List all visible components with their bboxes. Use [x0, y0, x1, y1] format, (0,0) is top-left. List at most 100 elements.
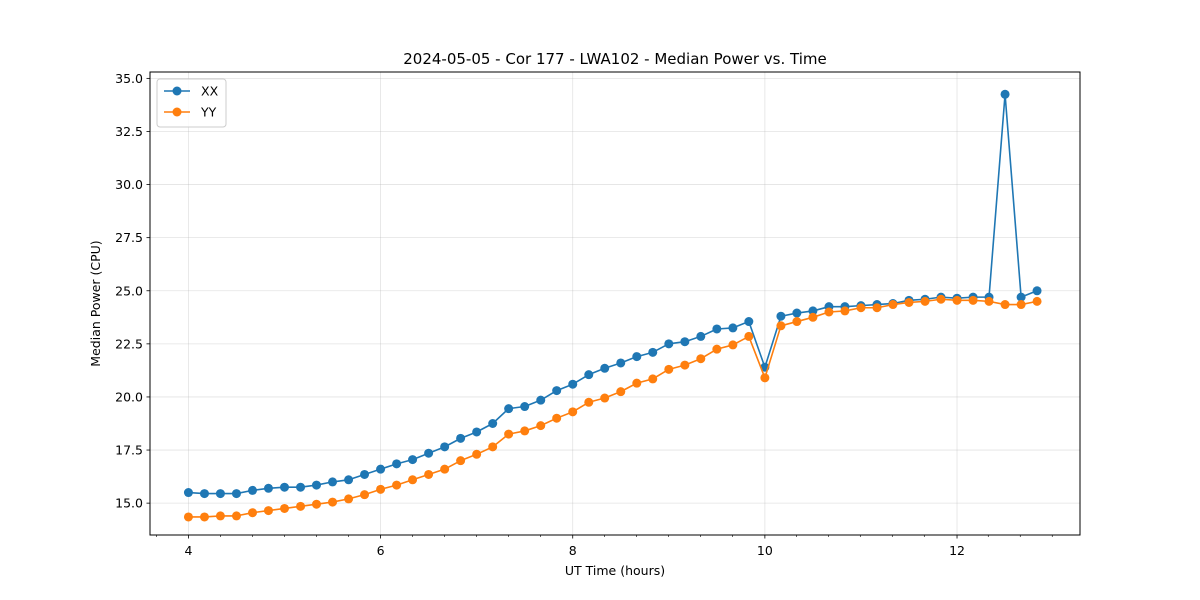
data-point-xx [215, 489, 225, 499]
data-point-yy [888, 300, 898, 310]
data-point-yy [808, 312, 818, 322]
data-point-yy [344, 494, 354, 504]
data-point-xx [600, 363, 610, 373]
data-point-yy [311, 499, 321, 509]
data-point-yy [744, 331, 754, 341]
data-point-yy [552, 413, 562, 423]
data-point-xx [712, 324, 722, 334]
data-point-xx [456, 433, 466, 443]
data-point-yy [1016, 300, 1026, 310]
x-axis-label: UT Time (hours) [565, 563, 665, 578]
data-point-yy [199, 512, 209, 522]
data-point-yy [680, 360, 690, 370]
data-point-xx [472, 427, 482, 437]
data-point-xx [1000, 89, 1010, 99]
data-point-yy [280, 503, 290, 513]
data-point-yy [1032, 296, 1042, 306]
data-point-yy [392, 480, 402, 490]
data-point-yy [456, 456, 466, 466]
data-point-xx [488, 418, 498, 428]
data-point-xx [648, 347, 658, 357]
data-point-xx [360, 469, 370, 479]
data-point-yy [616, 387, 626, 397]
data-point-yy [904, 297, 914, 307]
data-point-xx [664, 339, 674, 349]
y-axis-label: Median Power (CPU) [88, 240, 103, 366]
data-point-yy [248, 508, 258, 518]
data-point-xx [728, 323, 738, 333]
x-tick-label: 10 [757, 543, 773, 558]
data-point-xx [504, 404, 514, 414]
data-point-yy [360, 490, 370, 500]
data-point-xx [408, 455, 418, 465]
data-point-yy [760, 373, 770, 383]
data-point-xx [263, 483, 273, 493]
data-point-yy [520, 426, 530, 436]
data-point-yy [568, 407, 578, 417]
data-point-yy [696, 354, 706, 364]
data-point-yy [472, 449, 482, 459]
data-point-yy [488, 442, 498, 452]
y-tick-label: 15.0 [115, 496, 143, 511]
data-point-xx [392, 459, 402, 469]
x-tick-label: 8 [569, 543, 577, 558]
legend-marker-xx [172, 86, 182, 96]
y-tick-label: 27.5 [115, 230, 143, 245]
legend-label-xx: XX [201, 84, 219, 99]
data-point-xx [376, 464, 386, 474]
data-point-xx [296, 482, 306, 492]
data-point-yy [424, 469, 434, 479]
data-point-yy [263, 506, 273, 516]
y-tick-label: 35.0 [115, 71, 143, 86]
axis-ticks: 15.0 17.5 20.0 22.5 25.0 27.5 30.0 32.5 35.0 4 6 8 1… [115, 71, 1053, 558]
data-point-yy [328, 497, 338, 507]
data-point-yy [824, 307, 834, 317]
data-point-yy [952, 295, 962, 305]
data-point-xx [328, 477, 338, 487]
data-point-xx [311, 480, 321, 490]
data-point-yy [376, 484, 386, 494]
data-point-yy [728, 340, 738, 350]
data-point-xx [808, 306, 818, 316]
data-point-yy [504, 429, 514, 439]
data-point-xx [696, 331, 706, 341]
y-tick-label: 32.5 [115, 124, 143, 139]
data-point-yy [536, 421, 546, 431]
data-point-yy [632, 378, 642, 388]
plot-area-frame [149, 71, 1081, 536]
data-point-yy [215, 511, 225, 521]
y-tick-label: 17.5 [115, 443, 143, 458]
data-point-yy [183, 512, 193, 522]
data-point-xx [1016, 292, 1026, 302]
data-point-yy [664, 364, 674, 374]
x-tick-label: 4 [184, 543, 192, 558]
data-point-yy [968, 295, 978, 305]
data-point-xx [536, 395, 546, 405]
data-point-yy [920, 296, 930, 306]
y-tick-label: 20.0 [115, 389, 143, 404]
data-point-xx [280, 482, 290, 492]
grid [150, 72, 1080, 535]
data-point-yy [600, 393, 610, 403]
data-point-yy [776, 321, 786, 331]
y-tick-label: 25.0 [115, 283, 143, 298]
data-point-yy [936, 294, 946, 304]
legend: XX YY [156, 78, 227, 128]
data-point-yy [792, 317, 802, 327]
data-point-xx [440, 442, 450, 452]
data-point-xx [183, 488, 193, 498]
data-point-xx [231, 489, 241, 499]
data-point-xx [680, 337, 690, 347]
data-point-yy [231, 511, 241, 521]
data-point-xx [199, 489, 209, 499]
data-point-xx [744, 317, 754, 327]
plot-series [183, 89, 1042, 522]
data-point-yy [408, 475, 418, 485]
series-yy [183, 294, 1042, 522]
data-point-yy [648, 374, 658, 384]
legend-marker-yy [172, 107, 182, 117]
x-tick-label: 12 [949, 543, 965, 558]
data-point-xx [248, 485, 258, 495]
y-tick-label: 30.0 [115, 177, 143, 192]
